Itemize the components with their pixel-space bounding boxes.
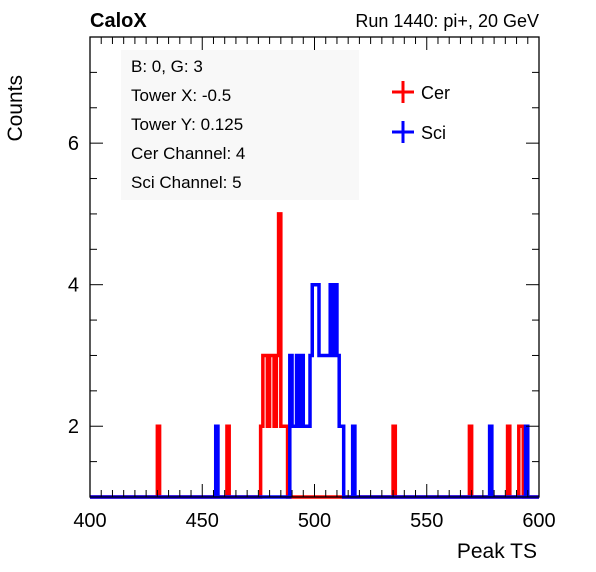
x-tick-label: 500 — [298, 510, 331, 532]
y-tick-label: 2 — [68, 416, 79, 438]
axes-layer: 400 450 500 550 600 2 4 6 — [68, 36, 556, 532]
series-line-cer — [90, 212, 539, 499]
chart-header-left: CaloX — [90, 10, 147, 32]
legend-entry-cer: Cer — [392, 81, 450, 103]
info-box-lines: B: 0, G: 3 Tower X: -0.5 Tower Y: 0.125 Cer… — [131, 57, 245, 192]
chart-header-right: Run 1440: pi+, 20 GeV — [355, 11, 539, 31]
legend-label: Sci — [421, 123, 446, 143]
series-cer — [90, 212, 539, 499]
legend-entry-sci: Sci — [392, 121, 446, 143]
info-box — [121, 50, 359, 200]
series-line-sci — [90, 282, 539, 499]
legend-label: Cer — [421, 83, 450, 103]
series-sci — [90, 282, 539, 499]
y-axis-title: Counts — [4, 75, 27, 142]
info-line: Sci Channel: 5 — [131, 173, 242, 192]
x-tick-label: 450 — [186, 510, 219, 532]
x-axis-title: Peak TS — [457, 540, 537, 563]
info-line: Tower X: -0.5 — [131, 86, 231, 105]
info-line: Cer Channel: 4 — [131, 144, 245, 163]
x-tick-label: 400 — [73, 510, 106, 532]
legend: Cer Sci — [392, 81, 450, 143]
y-tick-label: 4 — [68, 275, 79, 297]
series-layer — [90, 212, 539, 499]
y-tick-label: 6 — [68, 133, 79, 155]
x-tick-label: 600 — [522, 510, 555, 532]
info-line: Tower Y: 0.125 — [131, 115, 243, 134]
x-tick-label: 550 — [410, 510, 443, 532]
info-line: B: 0, G: 3 — [131, 57, 203, 76]
